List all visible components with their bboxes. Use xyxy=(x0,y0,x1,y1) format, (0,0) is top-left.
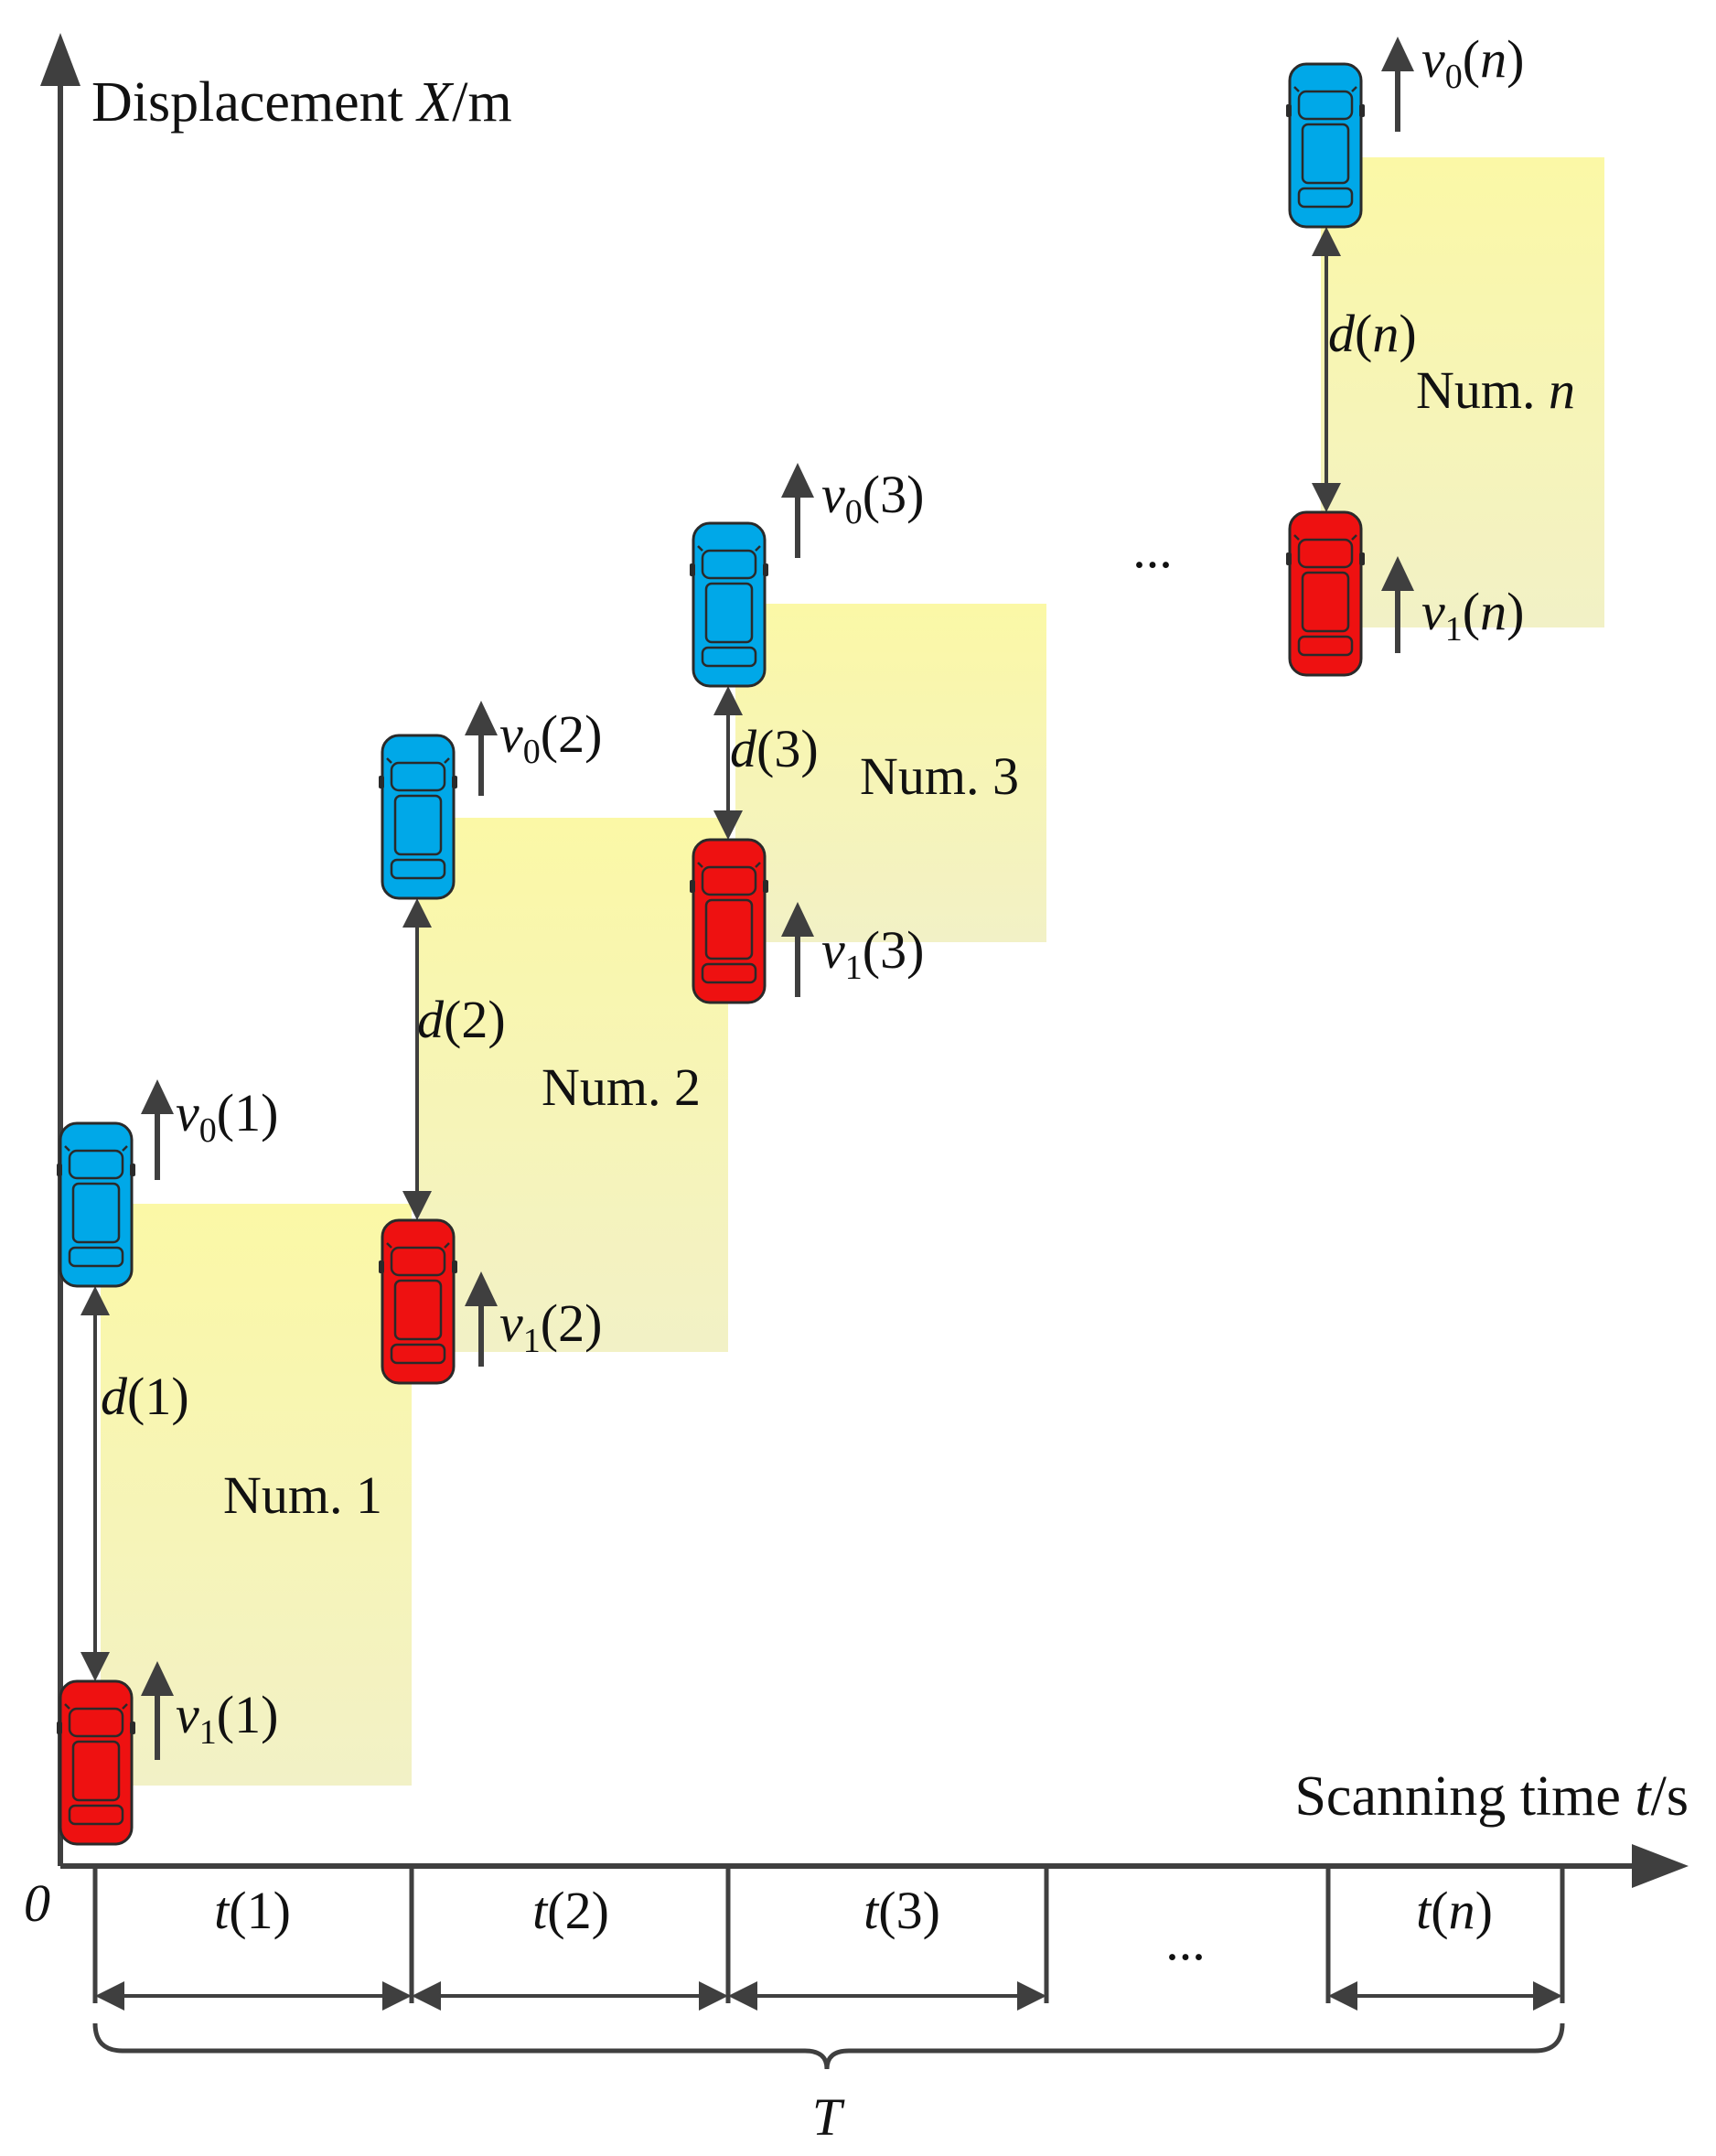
region-box-n xyxy=(1321,157,1604,627)
region-label-3: Num. 3 xyxy=(860,746,1019,806)
rear-vehicle-2-icon xyxy=(377,1218,459,1385)
distance-arrow-1-head-down xyxy=(80,1652,110,1681)
velocity-rear-label-1: v1(1) xyxy=(176,1685,278,1752)
distance-arrow-1-head-up xyxy=(80,1286,110,1315)
lines-layer xyxy=(40,33,1689,2070)
distance-label-3: d(3) xyxy=(730,719,819,778)
y-axis-label: Displacement X/m xyxy=(91,71,512,134)
front-vehicle-1-icon xyxy=(55,1121,137,1288)
x-axis-arrow xyxy=(1632,1844,1689,1888)
interval-label-n: t(n) xyxy=(1416,1881,1493,1940)
total-period-brace xyxy=(92,2022,1565,2070)
total-period-label: T xyxy=(812,2087,845,2147)
distance-arrow-2-head-up xyxy=(402,898,432,928)
interval-arrow-3-head-left xyxy=(728,1981,757,2011)
velocity-rear-arrow-1-head xyxy=(141,1661,174,1696)
origin-label: 0 xyxy=(24,1873,50,1933)
velocity-front-arrow-3-head xyxy=(781,463,814,498)
front-vehicle-n-icon xyxy=(1284,62,1367,229)
interval-label-1: t(1) xyxy=(214,1881,291,1940)
velocity-rear-label-n: v1(n) xyxy=(1421,582,1524,649)
rear-vehicle-1-icon xyxy=(55,1679,137,1846)
regions xyxy=(101,157,1604,1786)
ellipsis-lower: ... xyxy=(1165,1912,1206,1971)
rear-vehicle-n-icon xyxy=(1284,510,1367,677)
velocity-front-arrow-1-head xyxy=(141,1079,174,1114)
interval-arrow-3-head-right xyxy=(1017,1981,1046,2011)
velocity-front-label-2: v0(2) xyxy=(499,704,602,771)
velocity-rear-label-3: v1(3) xyxy=(821,920,924,987)
distance-label-n: d(n) xyxy=(1328,304,1417,363)
distance-arrow-n-head-down xyxy=(1312,483,1341,512)
interval-arrow-1-head-left xyxy=(95,1981,124,2011)
interval-arrow-2-head-right xyxy=(699,1981,728,2011)
region-label-n: Num. n xyxy=(1416,360,1575,420)
velocity-front-label-n: v0(n) xyxy=(1421,29,1524,96)
velocity-rear-arrow-2-head xyxy=(465,1271,498,1306)
velocity-front-arrow-2-head xyxy=(465,701,498,735)
front-vehicle-3-icon xyxy=(688,521,770,688)
region-box-2 xyxy=(419,818,728,1352)
distance-arrow-3-head-down xyxy=(713,810,743,840)
velocity-front-label-1: v0(1) xyxy=(176,1083,278,1150)
rear-vehicle-3-icon xyxy=(688,838,770,1004)
region-label-1: Num. 1 xyxy=(223,1465,382,1525)
y-axis-arrow xyxy=(40,33,80,86)
front-vehicle-2-icon xyxy=(377,734,459,900)
region-label-2: Num. 2 xyxy=(542,1057,701,1117)
x-axis-label: Scanning time t/s xyxy=(1294,1765,1689,1828)
velocity-rear-arrow-3-head xyxy=(781,902,814,937)
velocity-rear-arrow-n-head xyxy=(1381,556,1414,591)
interval-arrow-n-head-left xyxy=(1328,1981,1357,2011)
region-box-3 xyxy=(735,604,1046,942)
velocity-rear-label-2: v1(2) xyxy=(499,1293,602,1360)
distance-label-1: d(1) xyxy=(101,1367,189,1426)
distance-label-2: d(2) xyxy=(417,990,506,1049)
interval-arrow-1-head-right xyxy=(382,1981,412,2011)
ellipsis-upper: ... xyxy=(1132,520,1173,579)
velocity-front-arrow-n-head xyxy=(1381,37,1414,71)
interval-label-3: t(3) xyxy=(863,1881,940,1940)
distance-arrow-2-head-down xyxy=(402,1191,432,1220)
distance-arrow-n-head-up xyxy=(1312,227,1341,256)
interval-arrow-n-head-right xyxy=(1533,1981,1562,2011)
velocity-front-label-3: v0(3) xyxy=(821,465,924,531)
interval-label-2: t(2) xyxy=(532,1881,609,1940)
interval-arrow-2-head-left xyxy=(412,1981,441,2011)
distance-arrow-3-head-up xyxy=(713,686,743,715)
